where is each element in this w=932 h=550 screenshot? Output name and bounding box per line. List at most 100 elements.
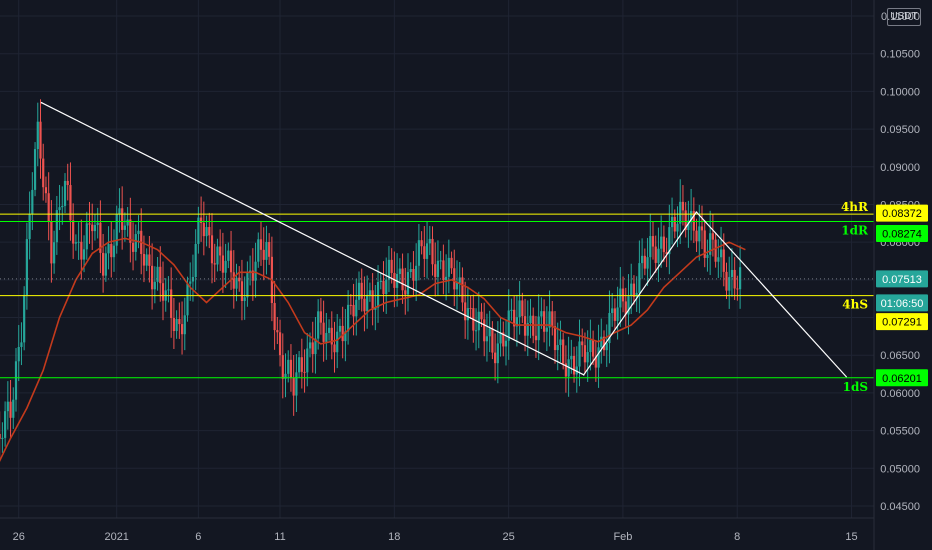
candle-body [259,239,263,250]
candle-body [251,270,254,281]
trendlines[interactable] [40,101,848,378]
candle-body [292,377,295,396]
candle-body [295,372,298,396]
candle-body [314,338,317,355]
candle-body [273,303,276,331]
time-tick-label: 18 [388,531,400,543]
candle-body [205,227,208,237]
candle-body [151,265,154,290]
candle-body [333,344,336,353]
candle-body [31,189,34,215]
candle-body [28,214,31,240]
candle-body [360,282,363,299]
candle-body [526,323,529,336]
level-label: 1dS [843,380,868,394]
time-tick-label: 8 [734,531,740,543]
candle-body [85,223,88,250]
candle-body [131,242,135,252]
candle-body [627,296,630,315]
candle-body [523,316,527,336]
candle-body [646,257,649,269]
candle-body [148,254,151,266]
candle-body [63,180,67,206]
candle-body [235,277,238,289]
candle-body [709,233,712,255]
candle-body [93,225,97,232]
candle-body [330,327,333,345]
candle-body [96,222,99,226]
candle-body [439,260,442,262]
candle-body [676,223,679,232]
time-axis[interactable]: 26 2021 6 11 18 25 Feb 8 15 [13,531,858,543]
candle-body [159,266,162,284]
candle-body [698,226,701,242]
candle-body [551,311,554,327]
candle-body [145,254,148,266]
candle-body [670,216,674,228]
candle-body [611,308,614,314]
candle-body [398,268,401,274]
candle-body [632,283,636,297]
candle-body [592,339,595,357]
candle-body [717,257,720,262]
candle-body [445,276,448,281]
candle-body [423,246,426,259]
candle-body [600,336,603,348]
candle-body [616,307,619,321]
candle-body [170,289,173,319]
candle-body [474,330,478,332]
candle-body [379,280,382,283]
candle-body [115,214,118,246]
candle-body [129,219,132,243]
candle-body [200,217,203,223]
candle-body [249,270,252,272]
candle-body [711,233,714,240]
candle-body [17,346,20,362]
price-axis[interactable]: 0.110000.105000.100000.095000.090000.085… [880,11,920,513]
price-tag-bg [876,313,928,331]
candle-body [540,311,543,317]
last-price-tag-bg [876,270,928,288]
candle-body [363,298,366,312]
candle-body [344,331,347,342]
candle-body [224,260,227,273]
level-label: 4hS [842,298,868,312]
candle-body [722,249,725,272]
candle-body [341,325,344,342]
level-label: 1dR [841,223,869,237]
candle-body [562,339,565,364]
candle-body [311,342,314,355]
candle-body [706,254,709,258]
candle-body [510,309,513,311]
candle-body [186,283,189,316]
time-tick-label: 11 [274,531,285,543]
candle-body [243,297,246,302]
currency-label[interactable]: USDT [887,8,921,26]
candle-body [513,309,516,327]
candle-body [238,277,241,282]
candle-body [556,345,559,351]
candle-body [107,244,110,254]
candle-body [39,121,42,159]
candle-body [464,302,467,321]
candle-body [210,235,214,264]
candle-body [662,236,665,253]
candle-body [387,259,391,280]
candle-body [72,220,75,244]
price-tick-label: 0.09000 [880,162,920,174]
candle-body [442,260,445,281]
candle-body [202,222,205,237]
candle-body [6,401,9,412]
candle-body [58,207,61,211]
candle-body [690,211,693,221]
candle-body [227,250,230,261]
candle-body [502,332,505,347]
candle-body [428,238,431,244]
candle-body [458,277,461,283]
candle-body [406,272,410,295]
candle-body [469,308,472,310]
candle-body [167,289,170,291]
candle-body [668,227,671,255]
candle-body [69,185,72,221]
